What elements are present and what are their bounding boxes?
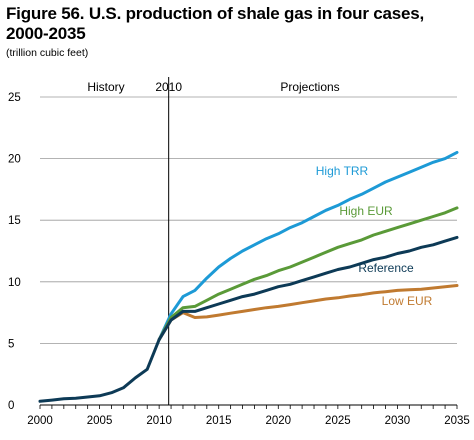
series-line-reference — [157, 235, 459, 342]
chart-units-label: (trillion cubic feet) — [6, 47, 89, 59]
series-label-high-trr: High TRR — [316, 164, 369, 178]
series-label-reference: Reference — [358, 261, 414, 275]
x-tick-label-2000: 2000 — [27, 415, 53, 427]
series-label-high-eur: High EUR — [339, 204, 393, 218]
series-line-history — [38, 338, 161, 403]
x-tick-label-2005: 2005 — [87, 415, 113, 427]
series-line-high-eur — [157, 206, 459, 342]
series-label-low-eur: Low EUR — [382, 294, 433, 308]
x-tick-label-2035: 2035 — [444, 415, 470, 427]
x-tick-label-2025: 2025 — [325, 415, 351, 427]
y-tick-label-20: 20 — [8, 154, 21, 166]
x-tick-label-2010: 2010 — [146, 415, 172, 427]
y-tick-label-25: 25 — [8, 92, 21, 104]
chart-title-line-2: 2000-2035 — [6, 24, 86, 43]
x-tick-label-2020: 2020 — [265, 415, 291, 427]
series-lines — [38, 150, 459, 403]
series-line-low-eur — [157, 284, 459, 342]
chart-title-line-1: Figure 56. U.S. production of shale gas … — [6, 4, 425, 23]
divider-year-label: 2010 — [155, 80, 182, 94]
projections-label: Projections — [280, 80, 339, 94]
history-label: History — [87, 80, 124, 94]
x-tick-label-2030: 2030 — [385, 415, 411, 427]
y-tick-label-0: 0 — [8, 400, 14, 412]
annotations: History 2010 Projections High TRR High EUR Re… — [87, 80, 432, 308]
y-tick-label-10: 10 — [8, 277, 21, 289]
y-tick-label-5: 5 — [8, 338, 14, 350]
chart-title: Figure 56. U.S. production of shale gas … — [6, 4, 424, 44]
y-tick-label-15: 15 — [8, 215, 21, 227]
series-line-high-trr — [157, 150, 459, 342]
x-tick-label-2015: 2015 — [206, 415, 232, 427]
